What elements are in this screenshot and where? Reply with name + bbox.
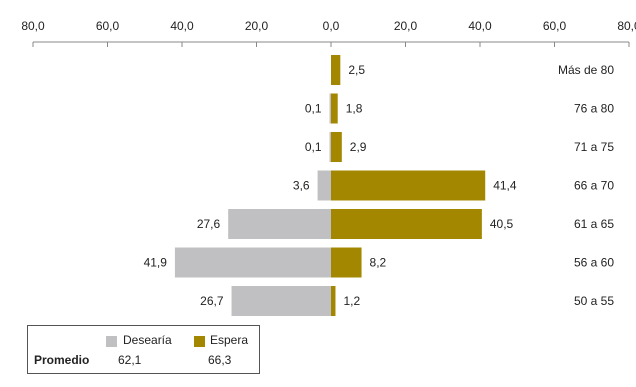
legend-row-label: Promedio	[34, 353, 90, 367]
bar-desearia	[317, 170, 331, 201]
data-label-espera: 2,5	[348, 63, 365, 77]
x-axis-tick-label: 80,0	[617, 19, 636, 33]
x-axis-tick-label: 20,0	[394, 19, 418, 33]
data-label-espera: 1,2	[343, 294, 360, 308]
bar-desearia	[329, 132, 331, 162]
category-label: 71 a 75	[574, 140, 614, 154]
bar-espera	[331, 93, 338, 124]
bar-desearia	[231, 286, 331, 316]
data-label-espera: 41,4	[493, 179, 517, 193]
category-label: 66 a 70	[574, 179, 614, 193]
data-label-espera: 8,2	[370, 256, 387, 270]
bar-espera	[331, 286, 336, 316]
category-label: 56 a 60	[574, 256, 614, 270]
x-axis-tick-label: 40,0	[170, 19, 194, 33]
x-axis-tick-label: 40,0	[468, 19, 492, 33]
legend: Desearía Espera Promedio 62,1 66,3	[27, 325, 260, 374]
data-label-espera: 1,8	[346, 102, 363, 116]
x-axis-tick-label: 20,0	[245, 19, 269, 33]
legend-average-desearia: 62,1	[118, 353, 142, 367]
data-label-desearia: 0,1	[305, 102, 322, 116]
bar-espera	[331, 170, 486, 201]
legend-swatch-desearia	[106, 336, 117, 347]
data-label-desearia: 26,7	[200, 294, 224, 308]
x-axis-tick-label: 60,0	[543, 19, 567, 33]
data-label-desearia: 3,6	[293, 179, 310, 193]
legend-swatch-espera	[194, 336, 205, 347]
bar-espera	[331, 247, 362, 278]
x-axis-tick-label: 60,0	[96, 19, 120, 33]
data-label-desearia: 0,1	[305, 140, 322, 154]
legend-average-espera: 66,3	[208, 353, 232, 367]
data-label-espera: 2,9	[350, 140, 367, 154]
bar-espera	[331, 132, 342, 162]
bar-espera	[331, 209, 482, 239]
x-axis-tick-label: 80,0	[21, 19, 45, 33]
category-label: 61 a 65	[574, 217, 614, 231]
legend-label-desearia: Desearía	[123, 333, 172, 347]
data-label-desearia: 41,9	[144, 256, 168, 270]
category-label: 76 a 80	[574, 102, 614, 116]
bar-espera	[331, 55, 341, 85]
data-label-espera: 40,5	[490, 217, 514, 231]
bar-desearia	[174, 247, 331, 278]
x-axis-tick-label: 0,0	[323, 19, 340, 33]
category-label: 50 a 55	[574, 294, 614, 308]
legend-label-espera: Espera	[210, 333, 249, 347]
category-label: Más de 80	[558, 63, 614, 77]
data-label-desearia: 27,6	[197, 217, 221, 231]
bar-desearia	[228, 209, 331, 239]
bar-desearia	[329, 93, 331, 124]
